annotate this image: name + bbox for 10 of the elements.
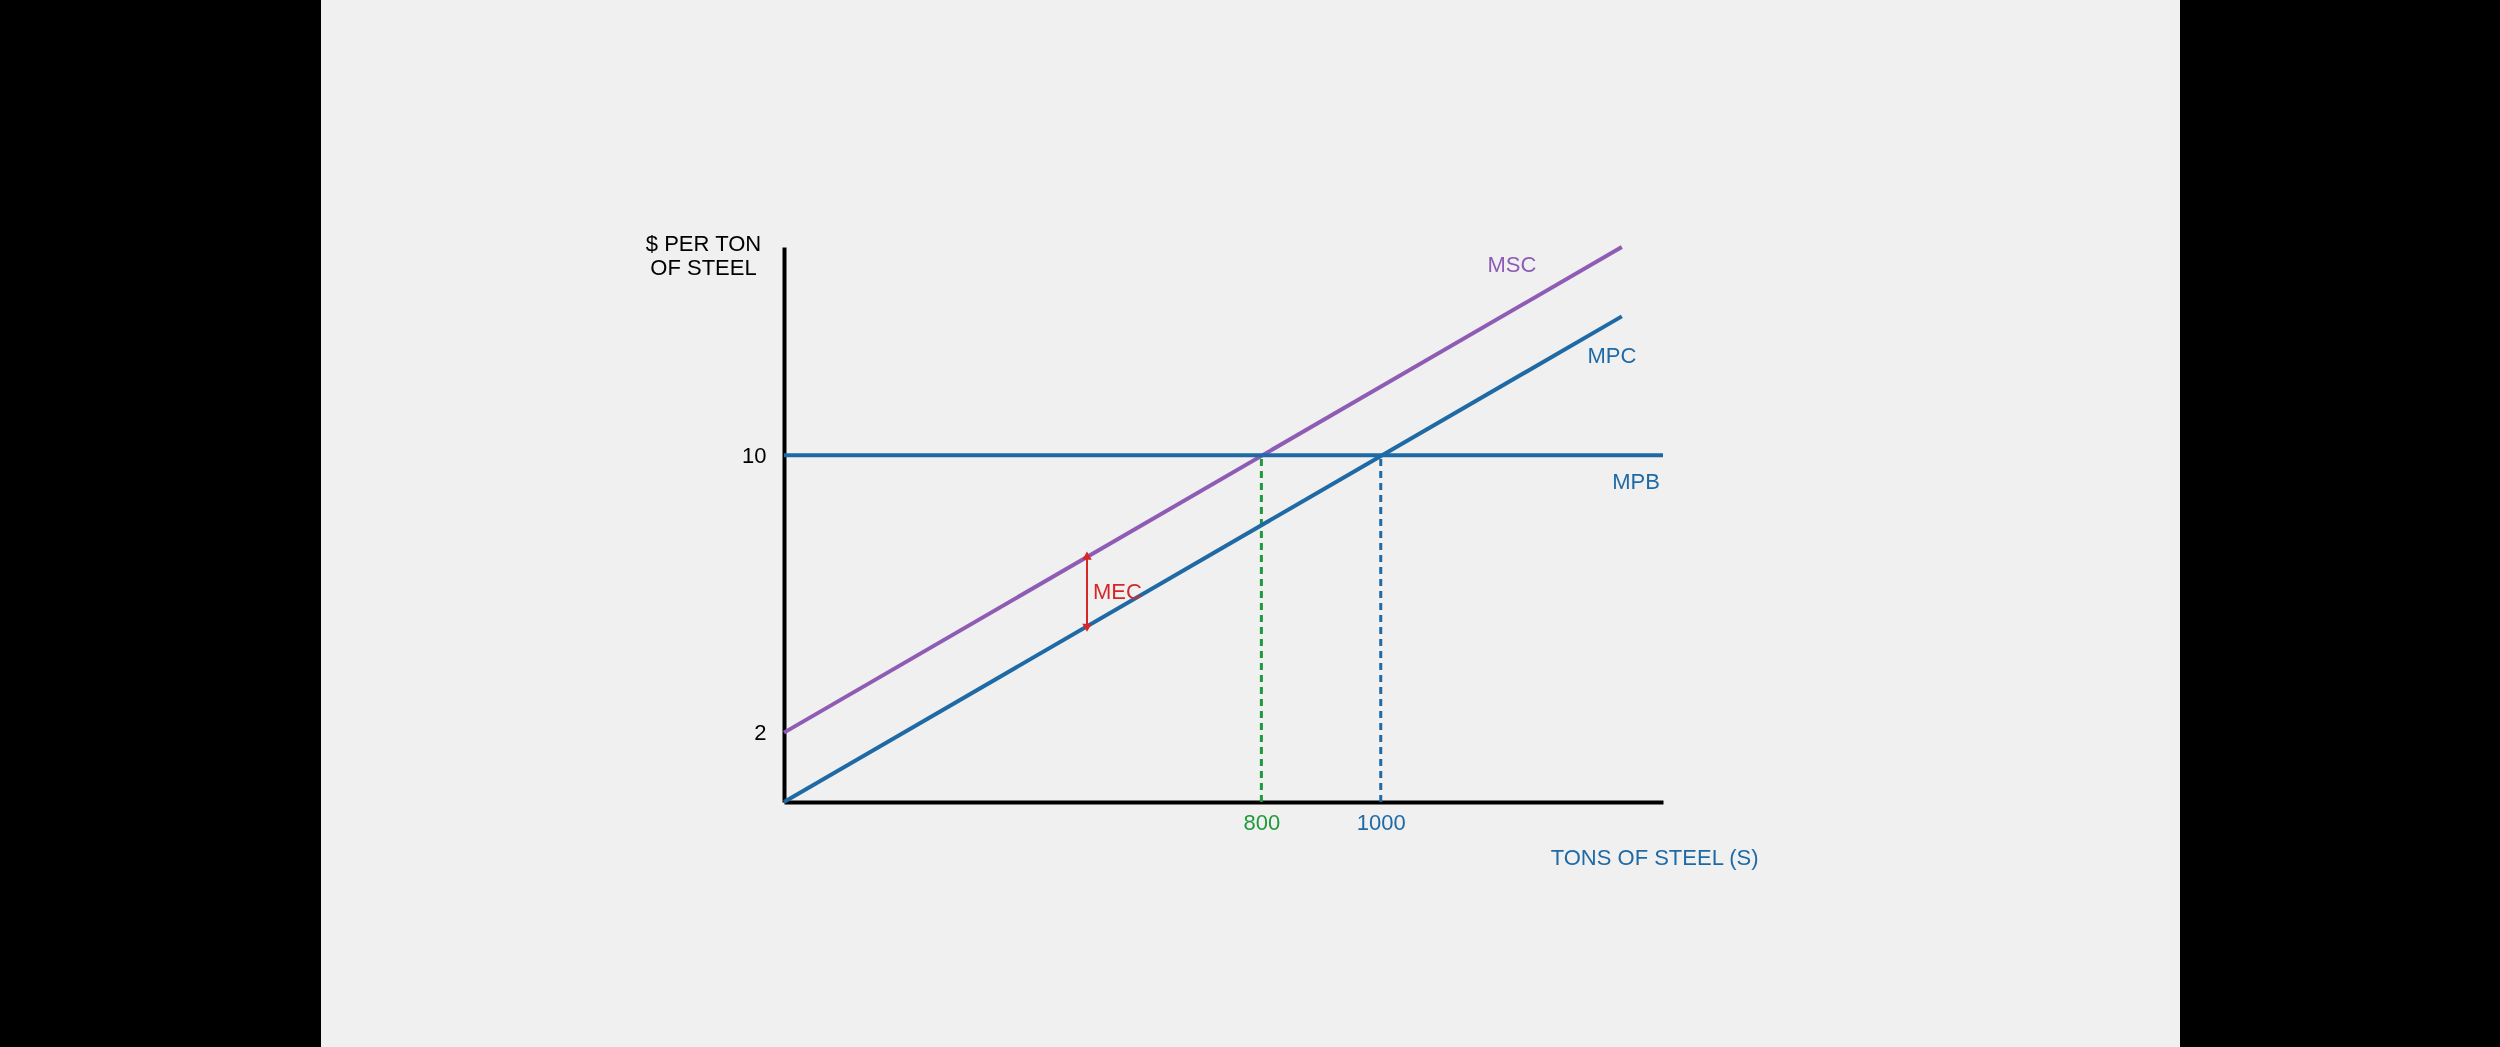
y-axis-title: $ PER TON OF STEEL	[645, 230, 762, 280]
y-tick-label: 2	[754, 720, 767, 746]
x-tick-label: 800	[1243, 809, 1281, 835]
x-tick-label: 1000	[1356, 809, 1406, 835]
series-label: MSC	[1487, 252, 1537, 277]
annotation: MEC	[1093, 578, 1142, 604]
y-tick-label: 10	[742, 442, 767, 468]
series-label: MPB	[1612, 469, 1660, 495]
series-label: MPC	[1587, 343, 1637, 369]
x-axis-title: TONS OF STEEL (S)	[1550, 844, 1759, 870]
